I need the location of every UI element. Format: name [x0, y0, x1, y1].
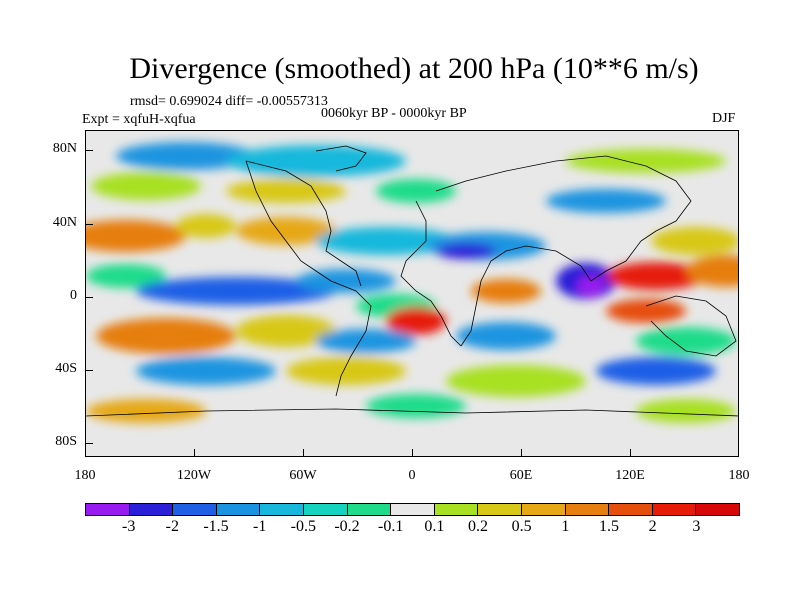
colorbar-swatch	[216, 504, 261, 515]
divergence-field	[86, 131, 738, 456]
coastlines	[86, 145, 738, 417]
lat-tick-label: 40N	[52, 215, 77, 230]
lon-tick-mark	[521, 449, 522, 457]
map-panel	[85, 130, 739, 457]
colorbar-swatch	[478, 504, 522, 515]
lon-tick-mark	[85, 449, 86, 457]
colorbar-level-label: 1.5	[599, 518, 619, 535]
lon-tick-label: 0	[408, 468, 416, 483]
contour-blobs	[86, 142, 738, 423]
colorbar-level-label: 2	[648, 518, 657, 535]
colorbar-swatch	[303, 504, 348, 515]
stats-label: rmsd= 0.699024 diff= -0.00557313	[130, 94, 328, 109]
colorbar-level-label: -0.5	[290, 518, 316, 535]
lat-tick-label: 80N	[52, 141, 77, 156]
season-label: DJF	[712, 111, 736, 126]
lon-tick-mark	[630, 449, 631, 457]
colorbar	[85, 503, 740, 516]
colorbar-level-label: -1.5	[203, 518, 229, 535]
period-label: 0060kyr BP - 0000kyr BP	[321, 106, 467, 121]
colorbar-swatch	[696, 504, 739, 515]
colorbar-swatch	[434, 504, 479, 515]
lon-tick-mark	[738, 449, 739, 457]
colorbar-swatch	[347, 504, 392, 515]
colorbar-level-label: 0.5	[511, 518, 532, 535]
lon-tick-mark	[194, 449, 195, 457]
lat-tick-mark	[85, 370, 93, 371]
colorbar-swatch	[173, 504, 217, 515]
lat-tick-mark	[85, 443, 93, 444]
lon-tick-label: 60W	[289, 468, 317, 483]
colorbar-level-label: -3	[121, 518, 136, 535]
lat-tick-mark	[85, 297, 93, 298]
lon-tick-mark	[412, 449, 413, 457]
colorbar-swatch	[652, 504, 697, 515]
colorbar-level-label: -1	[252, 518, 267, 535]
colorbar-level-label: 1	[561, 518, 570, 535]
colorbar-level-label: -0.2	[334, 518, 360, 535]
colorbar-level-label: -0.1	[377, 518, 404, 535]
lon-tick-label: 180	[74, 468, 96, 483]
lat-tick-label: 0	[70, 288, 77, 303]
map-title: Divergence (smoothed) at 200 hPa (10**6 …	[129, 52, 699, 85]
experiment-label: Expt = xqfuH-xqfua	[82, 112, 196, 127]
colorbar-level-label: 0.1	[424, 518, 445, 535]
colorbar-swatch	[129, 504, 174, 515]
colorbar-swatch	[565, 504, 610, 515]
colorbar-level-label: -2	[165, 518, 179, 535]
lon-tick-label: 180	[728, 468, 750, 483]
colorbar-swatch	[260, 504, 304, 515]
lon-tick-label: 120W	[176, 468, 212, 483]
colorbar-level-label: 0.2	[468, 518, 488, 535]
lon-tick-label: 120E	[615, 468, 645, 483]
lon-tick-label: 60E	[509, 468, 533, 483]
colorbar-swatch	[609, 504, 653, 515]
lat-tick-mark	[85, 224, 93, 225]
lat-tick-label: 80S	[55, 434, 77, 449]
lat-tick-label: 40S	[55, 361, 77, 376]
colorbar-level-label: 3	[692, 518, 701, 535]
lon-tick-mark	[303, 449, 304, 457]
colorbar-swatch	[521, 504, 566, 515]
lat-tick-mark	[85, 150, 93, 151]
colorbar-swatch	[391, 504, 435, 515]
colorbar-swatch	[86, 504, 130, 515]
